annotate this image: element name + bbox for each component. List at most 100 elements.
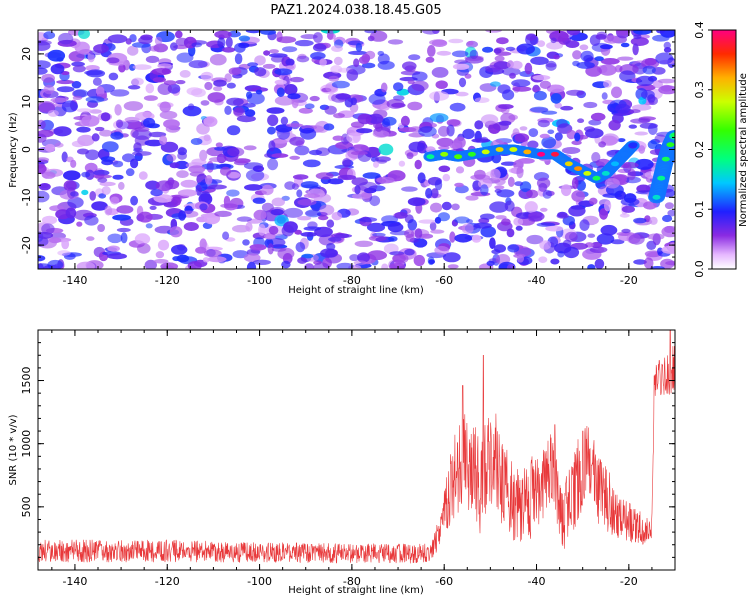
colorbar-tick-label: 0.2 <box>693 141 706 159</box>
heatmap-cell <box>465 195 479 201</box>
heatmap-cell <box>333 56 343 66</box>
heatmap-cell <box>127 85 141 90</box>
heatmap-cell <box>225 36 233 48</box>
heatmap-cell <box>381 263 389 269</box>
heatmap-cell <box>431 39 448 47</box>
heatmap-cell <box>568 205 586 217</box>
heatmap-cell <box>207 256 227 263</box>
heatmap-cell <box>356 128 373 134</box>
heatmap-cell <box>490 81 501 87</box>
heatmap-cell <box>144 259 157 269</box>
heatmap-cell <box>107 34 128 44</box>
heatmap-cell <box>516 166 524 179</box>
heatmap-cell <box>631 104 652 111</box>
heatmap-cell <box>71 61 85 67</box>
heatmap-cell <box>550 93 562 104</box>
heatmap-cell <box>296 189 303 198</box>
x-tick-label: -40 <box>528 274 546 287</box>
heatmap-cell <box>38 101 56 113</box>
heatmap-cell <box>313 262 330 269</box>
heatmap-cell <box>195 246 207 254</box>
heatmap-cell <box>480 213 495 220</box>
heatmap-cell <box>143 95 158 101</box>
late-signal-peak <box>652 194 661 200</box>
heatmap-cell <box>571 140 582 146</box>
heatmap-cell <box>557 250 565 258</box>
heatmap-cell <box>494 55 505 62</box>
heatmap-cell <box>422 30 440 35</box>
heatmap-cell <box>596 233 615 245</box>
heatmap-cell <box>561 147 581 154</box>
heatmap-cell <box>203 117 215 124</box>
heatmap-cell <box>324 105 337 115</box>
heatmap-cell <box>153 194 173 203</box>
heatmap-cell <box>621 205 636 213</box>
heatmap-cell <box>328 75 340 82</box>
heatmap-cell <box>482 46 494 53</box>
heatmap-cell <box>336 262 354 269</box>
heatmap-cell <box>499 120 512 126</box>
heatmap-cell <box>531 86 541 93</box>
heatmap-cell <box>429 91 449 101</box>
heatmap-cell <box>72 65 86 73</box>
heatmap-cell <box>65 207 77 219</box>
heatmap-cell <box>130 195 139 206</box>
heatmap-cell <box>590 112 606 121</box>
heatmap-cell <box>494 188 502 194</box>
signal-track-peak <box>454 154 463 160</box>
heatmap-cell <box>196 123 210 135</box>
heatmap-cell <box>574 132 581 142</box>
heatmap-cell <box>238 42 250 49</box>
heatmap-cell <box>309 95 320 102</box>
heatmap-cell <box>576 180 586 191</box>
heatmap-cell <box>398 160 406 167</box>
heatmap-cell <box>202 257 210 263</box>
heatmap-cell <box>604 200 612 212</box>
heatmap-cell <box>387 222 404 233</box>
heatmap-cell <box>358 217 378 223</box>
heatmap-cell <box>594 258 605 269</box>
heatmap-cell <box>517 254 524 263</box>
heatmap-cell <box>474 120 484 130</box>
heatmap-cell <box>106 57 120 64</box>
heatmap-cell <box>54 142 64 148</box>
heatmap-cell <box>285 58 295 66</box>
heatmap-cell <box>377 53 390 65</box>
heatmap-cell <box>41 223 55 235</box>
late-signal-peak <box>666 142 675 148</box>
heatmap-cell <box>177 147 187 156</box>
heatmap-cell <box>132 129 152 140</box>
snr-frame <box>37 329 676 571</box>
heatmap-cell <box>276 87 285 97</box>
heatmap-cell <box>542 189 552 199</box>
heatmap-cell <box>269 53 288 58</box>
heatmap-cell <box>144 139 164 147</box>
heatmap-cell <box>619 213 630 218</box>
heatmap-cell <box>188 165 206 174</box>
heatmap-cell <box>153 259 169 264</box>
heatmap-cell <box>375 156 391 162</box>
heatmap-cell <box>591 241 603 249</box>
heatmap-cell <box>565 40 580 48</box>
heatmap-cell <box>502 67 521 76</box>
heatmap-cell <box>661 245 675 254</box>
heatmap-cell <box>362 172 381 179</box>
heatmap-cell <box>84 215 99 226</box>
heatmap-cell <box>171 244 188 255</box>
heatmap-cell <box>383 243 399 254</box>
y-tick-label: -10 <box>20 188 33 206</box>
heatmap-cell <box>281 260 291 269</box>
heatmap-cell <box>38 119 46 130</box>
x-tick-label: -120 <box>155 274 180 287</box>
heatmap-cell <box>205 175 213 185</box>
heatmap-cell <box>615 30 631 36</box>
heatmap-cell <box>617 138 626 143</box>
heatmap-cell <box>496 37 509 45</box>
heatmap-cell <box>404 248 415 256</box>
heatmap-cell <box>514 181 524 187</box>
x-tick-label: -120 <box>155 575 180 588</box>
signal-track-peak <box>629 142 638 148</box>
heatmap-cell <box>234 158 251 164</box>
heatmap-cell <box>94 126 105 132</box>
heatmap-cell <box>93 44 109 54</box>
